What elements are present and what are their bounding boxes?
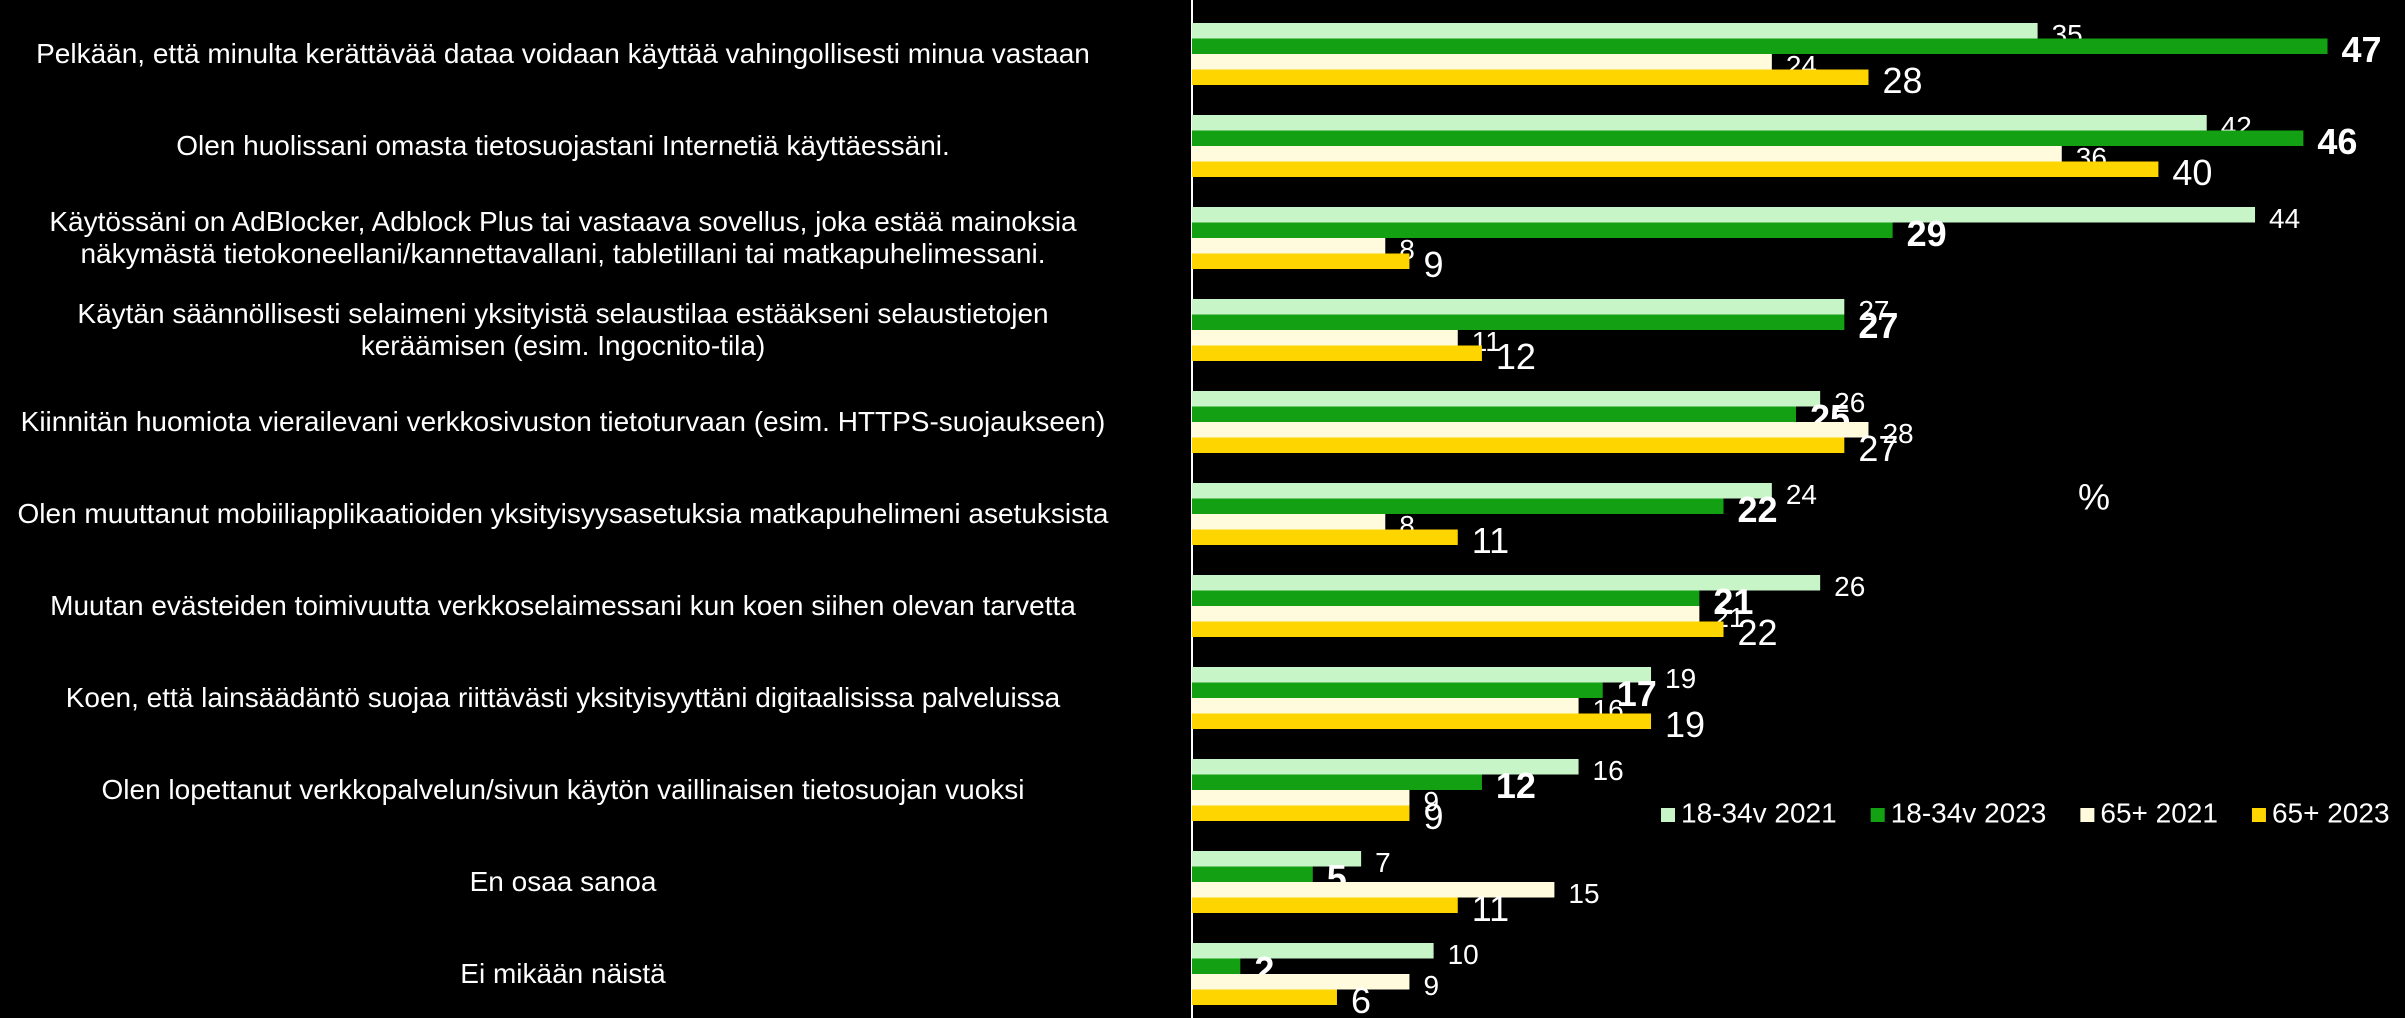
bar xyxy=(1192,682,1603,698)
value-label: 28 xyxy=(1882,60,1922,101)
value-label: 15 xyxy=(1568,878,1599,909)
category-label: Olen lopettanut verkkopalvelun/sivun käy… xyxy=(101,774,1025,805)
bar xyxy=(1192,437,1845,453)
bar xyxy=(1192,529,1458,545)
bar xyxy=(1192,69,1869,85)
bar xyxy=(1192,790,1410,806)
legend-label: 65+ 2021 xyxy=(2100,797,2218,828)
bar xyxy=(1192,253,1410,269)
bar xyxy=(1192,590,1700,606)
bar xyxy=(1192,299,1845,315)
bar xyxy=(1192,958,1241,974)
bar xyxy=(1192,498,1724,514)
value-label: 11 xyxy=(1472,520,1509,561)
bar xyxy=(1192,882,1555,898)
value-label: 12 xyxy=(1496,336,1536,377)
value-label: 7 xyxy=(1375,847,1391,878)
value-label: 24 xyxy=(1786,479,1817,510)
legend-swatch xyxy=(1661,808,1675,822)
bar xyxy=(1192,805,1410,821)
bar xyxy=(1192,330,1458,346)
legend-swatch xyxy=(2251,808,2266,822)
value-label: 12 xyxy=(1496,765,1536,806)
category-label: Olen huolissani omasta tietosuojastani I… xyxy=(176,130,950,161)
bar xyxy=(1192,866,1313,882)
bar xyxy=(1192,207,2256,223)
value-label: 29 xyxy=(1907,213,1947,254)
bar xyxy=(1192,115,2207,131)
value-label: 19 xyxy=(1665,704,1705,745)
legend-swatch xyxy=(1870,808,1885,822)
bar xyxy=(1192,759,1579,775)
value-label: 19 xyxy=(1665,663,1696,694)
value-label: 22 xyxy=(1738,612,1778,653)
legend-label: 18-34v 2023 xyxy=(1891,797,2047,828)
bar xyxy=(1192,774,1482,790)
bar xyxy=(1192,345,1482,361)
bar xyxy=(1192,130,2304,146)
value-label: 26 xyxy=(1834,571,1865,602)
value-label: 11 xyxy=(1472,888,1509,929)
bar xyxy=(1192,146,2062,162)
bar xyxy=(1192,483,1772,499)
value-label: 17 xyxy=(1617,673,1657,714)
bar xyxy=(1192,943,1434,959)
bar xyxy=(1192,54,1772,70)
bar xyxy=(1192,222,1893,238)
legend-swatch xyxy=(2080,808,2095,822)
value-label: 22 xyxy=(1738,489,1778,530)
bar xyxy=(1192,606,1700,622)
value-label: 16 xyxy=(1593,755,1624,786)
category-label: Koen, että lainsäädäntö suojaa riittäväs… xyxy=(65,682,1061,713)
value-label: 10 xyxy=(1448,939,1479,970)
legend-label: 18-34v 2021 xyxy=(1681,797,1837,828)
value-label: 27 xyxy=(1858,428,1898,469)
bar xyxy=(1192,575,1821,591)
bar xyxy=(1192,974,1410,990)
bar xyxy=(1192,314,1845,330)
bar xyxy=(1192,713,1652,729)
category-label: Pelkään, että minulta kerättävää dataa v… xyxy=(36,38,1090,69)
legend-label: 65+ 2023 xyxy=(2272,797,2390,828)
category-label: Käytän säännöllisesti selaimeni yksityis… xyxy=(77,298,1049,361)
bar xyxy=(1192,23,2038,39)
bar xyxy=(1192,161,2159,177)
bar xyxy=(1192,851,1362,867)
value-label: 40 xyxy=(2172,152,2212,193)
category-label: En osaa sanoa xyxy=(469,866,657,897)
value-label: 9 xyxy=(1423,244,1443,285)
bar xyxy=(1192,698,1579,714)
value-label: 9 xyxy=(1423,796,1443,837)
bar xyxy=(1192,238,1386,254)
bar xyxy=(1192,621,1724,637)
bar xyxy=(1192,38,2328,54)
value-label: 26 xyxy=(1834,387,1865,418)
value-label: 27 xyxy=(1858,305,1898,346)
bar xyxy=(1192,897,1458,913)
value-label: 44 xyxy=(2269,203,2300,234)
bar xyxy=(1192,667,1652,683)
bar xyxy=(1192,514,1386,530)
bar xyxy=(1192,422,1869,438)
value-label: 47 xyxy=(2342,29,2382,70)
value-label: 21 xyxy=(1713,581,1753,622)
value-label: 28 xyxy=(1882,418,1913,449)
bar xyxy=(1192,989,1337,1005)
value-label: 9 xyxy=(1423,970,1439,1001)
category-label: Käytössäni on AdBlocker, Adblock Plus ta… xyxy=(49,206,1077,269)
bar xyxy=(1192,406,1796,422)
value-label: 9 xyxy=(1423,786,1439,817)
category-label: Olen muuttanut mobiiliapplikaatioiden yk… xyxy=(17,498,1109,529)
category-label: Muutan evästeiden toimivuutta verkkosela… xyxy=(50,590,1076,621)
value-label: 6 xyxy=(1351,980,1371,1018)
category-label: Kiinnitän huomiota vierailevani verkkosi… xyxy=(20,406,1106,437)
category-label: Ei mikään näistä xyxy=(460,958,666,989)
bar xyxy=(1192,391,1821,407)
value-label: 46 xyxy=(2317,121,2357,162)
unit-label: % xyxy=(2078,477,2110,518)
value-label: 27 xyxy=(1858,295,1889,326)
